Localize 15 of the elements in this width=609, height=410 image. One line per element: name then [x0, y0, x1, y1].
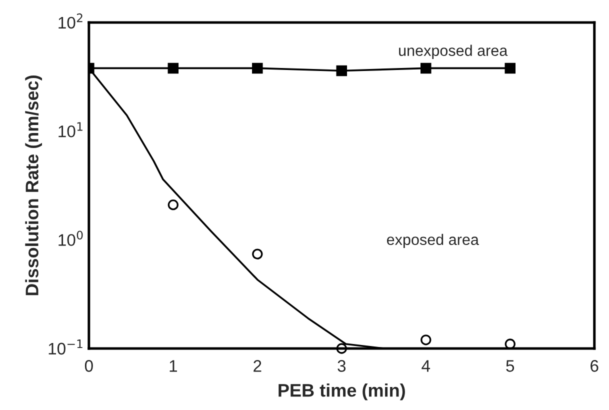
x-tick-label: 2 [254, 360, 262, 372]
x-tick-label: 5 [506, 360, 514, 372]
x-tick-label: 6 [590, 360, 598, 372]
x-tick-label: 3 [338, 360, 346, 372]
x-tick-label: 0 [84, 360, 93, 372]
y-tick-label: 10$^{1}$ [58, 122, 82, 138]
x-tick-label: 4 [422, 360, 430, 372]
annotation: unexposed area [399, 44, 508, 60]
y-tick-label: 10$^{0}$ [58, 230, 83, 246]
annotation: exposed area [386, 234, 479, 248]
y-axis-title: Dissolution Rate (nm/sec) [25, 76, 42, 296]
x-axis-title: PEB time (min) [278, 383, 405, 400]
x-tick-label: 1 [170, 360, 177, 372]
y-tick-label: 10$^{2}$ [58, 13, 82, 29]
y-tick-label: 10$^{−1}$ [48, 340, 82, 355]
